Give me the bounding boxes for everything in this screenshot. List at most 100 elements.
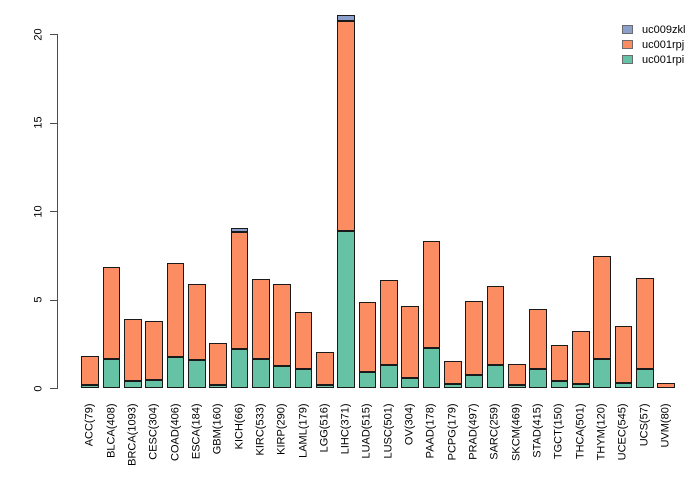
x-tick-label: KICH(66) [233, 403, 245, 449]
x-tick-label: UCS(57) [638, 403, 651, 446]
x-tick-label: KIRP(290) [275, 403, 288, 455]
bar-segment-LUAD-uc001rpj [358, 302, 377, 372]
bar-segment-STAD-uc001rpj [529, 309, 548, 369]
x-tick-label: GBM(160) [211, 403, 224, 454]
bar-segment-CESC-uc001rpj [145, 320, 164, 381]
bar-segment-KIRC-uc001rpj [251, 278, 270, 360]
y-tick-mark [50, 388, 57, 389]
bar-segment-UCEC-uc001rpi [614, 382, 633, 388]
x-tick-label: THCA(501) [574, 403, 587, 459]
bar-segment-UVM-uc001rpj [657, 383, 675, 388]
legend: uc009zkl uc001rpj uc001rpi [622, 22, 685, 67]
x-tick-label: THYM(120) [595, 403, 608, 460]
x-tick-label: UVM(80) [659, 403, 672, 448]
bar-segment-GBM-uc001rpj [209, 343, 228, 385]
x-tick-label: SARC(259) [488, 403, 501, 460]
bar-segment-LUSC-uc001rpi [379, 364, 398, 388]
x-tick-label: SKCM(469) [510, 403, 523, 461]
bar-segment-LGG-uc001rpi [315, 384, 334, 388]
x-tick-label: CESC(304) [147, 403, 160, 460]
bar-segment-LGG-uc001rpj [315, 351, 334, 385]
legend-label: uc001rpi [642, 53, 685, 66]
bar-segment-ACC-uc001rpj [81, 356, 100, 385]
y-tick-mark [50, 122, 57, 124]
bar-segment-SKCM-uc001rpi [507, 385, 526, 388]
bar-segment-TGCT-uc001rpi [550, 380, 569, 388]
legend-entry-uc001rpi: uc001rpi [622, 52, 685, 67]
bar-segment-THYM-uc001rpi [593, 358, 612, 388]
x-tick-label: TGCT(150) [552, 403, 565, 459]
bar-segment-LUAD-uc001rpi [358, 371, 377, 388]
y-axis-line [57, 34, 58, 389]
bar-segment-BLCA-uc001rpi [102, 358, 121, 388]
bar-segment-COAD-uc001rpj [166, 263, 185, 358]
legend-label: uc001rpj [642, 38, 685, 51]
y-tick-label: 20 [32, 27, 45, 41]
bar-segment-KIRP-uc001rpi [273, 365, 292, 388]
x-tick-label: ACC(79) [83, 403, 96, 446]
bar-segment-SARC-uc001rpj [486, 285, 505, 365]
bar-segment-KIRC-uc001rpi [251, 359, 270, 388]
legend-label: uc009zkl [642, 23, 686, 36]
bar-segment-UCS-uc001rpi [635, 368, 654, 388]
bar-segment-PAAD-uc001rpj [422, 241, 441, 349]
legend-swatch-icon [622, 25, 633, 34]
bar-segment-COAD-uc001rpi [166, 357, 185, 388]
x-tick-label: LAML(179) [297, 403, 309, 458]
x-tick-label: PAAD(178) [424, 403, 437, 458]
bar-segment-UCS-uc001rpj [635, 277, 654, 369]
bar-segment-BRCA-uc001rpj [123, 319, 142, 381]
legend-entry-uc001rpj: uc001rpj [622, 37, 685, 52]
legend-swatch-icon [622, 55, 633, 64]
bar-segment-SARC-uc001rpi [486, 364, 505, 388]
bar-segment-UCEC-uc001rpj [614, 325, 633, 383]
x-tick-label: STAD(415) [531, 403, 544, 458]
bar-segment-KICH-uc001rpi [230, 349, 249, 388]
y-tick-mark [50, 299, 57, 301]
x-tick-label: KIRC(533) [254, 403, 267, 455]
bar-segment-KICH-uc009zkl [230, 228, 249, 233]
bar-segment-ESCA-uc001rpj [187, 284, 206, 361]
x-tick-label: BLCA(408) [105, 403, 118, 458]
x-tick-label: OV(304) [403, 403, 416, 445]
y-tick-label: 5 [32, 296, 45, 303]
bar-segment-BLCA-uc001rpj [102, 266, 121, 359]
bar-segment-TGCT-uc001rpj [550, 344, 569, 381]
x-tick-label: COAD(406) [169, 403, 182, 461]
bar-segment-LIHC-uc009zkl [337, 14, 356, 21]
x-tick-label: LIHC(371) [339, 403, 352, 454]
legend-entry-uc009zkl: uc009zkl [622, 22, 685, 37]
bar-segment-STAD-uc001rpi [529, 368, 548, 388]
y-tick-label: 10 [32, 204, 45, 218]
x-tick-label: LUSC(501) [382, 403, 395, 459]
legend-swatch-icon [622, 40, 633, 49]
bar-segment-LAML-uc001rpi [294, 368, 313, 388]
y-tick-label: 0 [32, 384, 45, 392]
bar-segment-ACC-uc001rpi [81, 384, 100, 388]
bar-segment-OV-uc001rpj [401, 305, 420, 378]
bar-segment-LUSC-uc001rpj [379, 280, 398, 365]
x-tick-label: UCEC(545) [616, 403, 629, 460]
bar-segment-OV-uc001rpi [401, 377, 420, 388]
bar-segment-KICH-uc001rpj [230, 232, 249, 350]
bar-segment-PAAD-uc001rpi [422, 348, 441, 388]
bar-segment-THCA-uc001rpj [571, 331, 590, 385]
y-tick-mark [50, 34, 57, 35]
x-tick-label: LUAD(515) [360, 403, 373, 459]
x-tick-label: BRCA(1093) [126, 403, 139, 466]
x-tick-label: PCPG(179) [446, 403, 459, 460]
bar-segment-PRAD-uc001rpi [465, 375, 484, 388]
x-tick-label: PRAD(497) [467, 403, 480, 460]
bar-segment-PCPG-uc001rpj [443, 360, 462, 385]
bar-segment-GBM-uc001rpi [209, 384, 228, 388]
bar-segment-KIRP-uc001rpj [273, 284, 292, 366]
bar-segment-LIHC-uc001rpi [337, 231, 356, 388]
y-tick-mark [50, 211, 57, 212]
bar-segment-BRCA-uc001rpi [123, 380, 142, 388]
bar-segment-LIHC-uc001rpj [337, 20, 356, 232]
bar-segment-PRAD-uc001rpj [465, 300, 484, 376]
x-tick-label: ESCA(184) [190, 403, 203, 459]
bar-segment-PCPG-uc001rpi [443, 384, 462, 388]
bar-segment-THCA-uc001rpi [571, 384, 590, 388]
